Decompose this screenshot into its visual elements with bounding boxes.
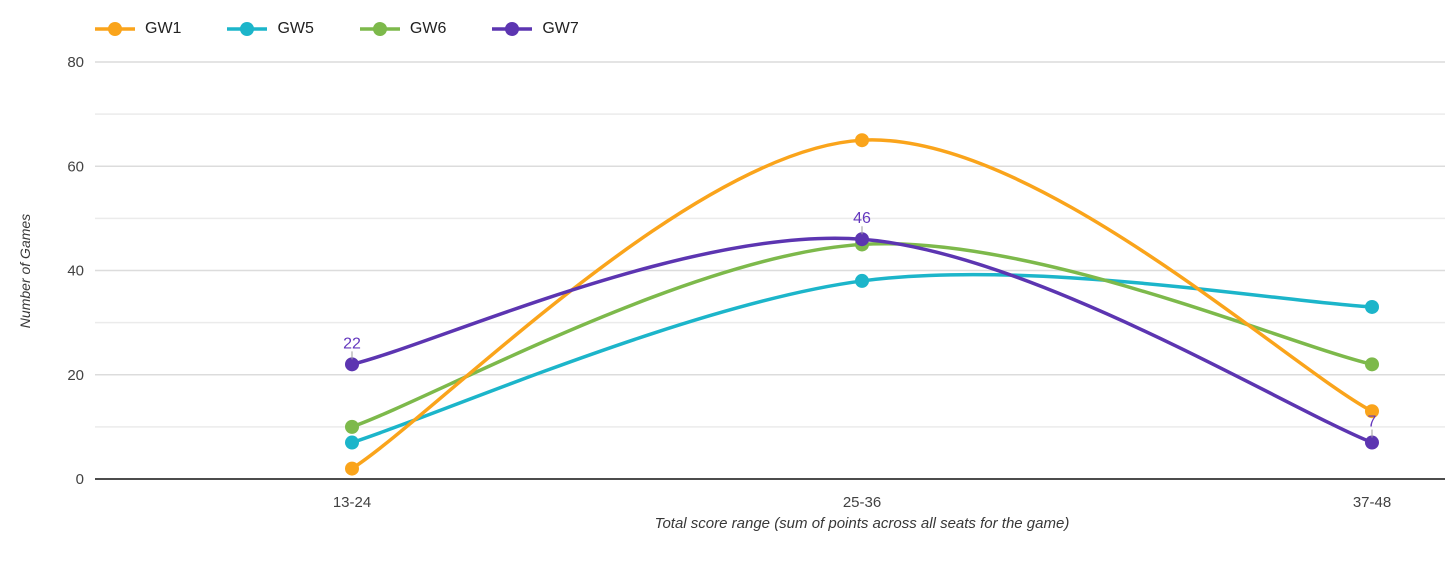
x-tick-label: 37-48: [1353, 494, 1391, 511]
data-point-GW1[interactable]: [345, 461, 359, 476]
legend-item-GW6: GW6: [359, 20, 447, 38]
data-point-GW7[interactable]: [855, 232, 869, 247]
point-label: 22: [343, 335, 361, 352]
legend-item-GW5: GW5: [227, 20, 314, 38]
y-tick-label: 60: [67, 158, 84, 175]
legend-label: GW5: [277, 20, 314, 37]
data-point-GW5[interactable]: [1365, 299, 1379, 314]
data-point-GW5[interactable]: [855, 273, 869, 288]
legend-dot: [505, 22, 520, 36]
x-tick-label: 25-36: [843, 494, 881, 511]
legend-label: GW7: [542, 20, 579, 37]
chart-legend: GW1 GW5 GW6 GW7: [95, 20, 579, 38]
legend-item-GW7: GW7: [492, 20, 579, 38]
series-line-GW6: [350, 241, 1374, 429]
y-tick-label: 20: [67, 367, 84, 384]
legend-swatch-icon: [227, 22, 268, 36]
data-point-GW1[interactable]: [1365, 404, 1379, 419]
data-point-GW1[interactable]: [855, 133, 869, 148]
legend-swatch-icon: [95, 22, 135, 36]
legend-label: GW1: [145, 20, 182, 37]
x-tick-label: 13-24: [333, 494, 371, 511]
y-tick-label: 0: [76, 471, 84, 488]
x-axis-title: Total score range (sum of points across …: [655, 515, 1070, 532]
y-axis-title: Number of Games: [17, 214, 33, 328]
data-point-GW7[interactable]: [345, 357, 359, 372]
point-label: 7: [1368, 414, 1377, 431]
legend-dot: [108, 22, 122, 36]
point-label: 46: [853, 210, 871, 227]
data-point-GW5[interactable]: [345, 435, 359, 450]
legend-dot: [240, 22, 255, 36]
data-point-GW6[interactable]: [345, 419, 359, 434]
y-tick-label: 40: [67, 263, 84, 280]
y-tick-label: 80: [67, 54, 84, 71]
legend-swatch-icon: [492, 22, 533, 36]
legend-item-GW1: GW1: [95, 20, 181, 38]
legend-label: GW6: [409, 20, 447, 37]
data-point-GW7[interactable]: [1365, 435, 1379, 450]
series-line-GW7: [350, 236, 1374, 445]
data-point-GW6[interactable]: [1365, 357, 1379, 372]
series-line-GW1: [350, 138, 1374, 471]
legend-dot: [372, 22, 387, 36]
legend-swatch-icon: [359, 22, 400, 36]
